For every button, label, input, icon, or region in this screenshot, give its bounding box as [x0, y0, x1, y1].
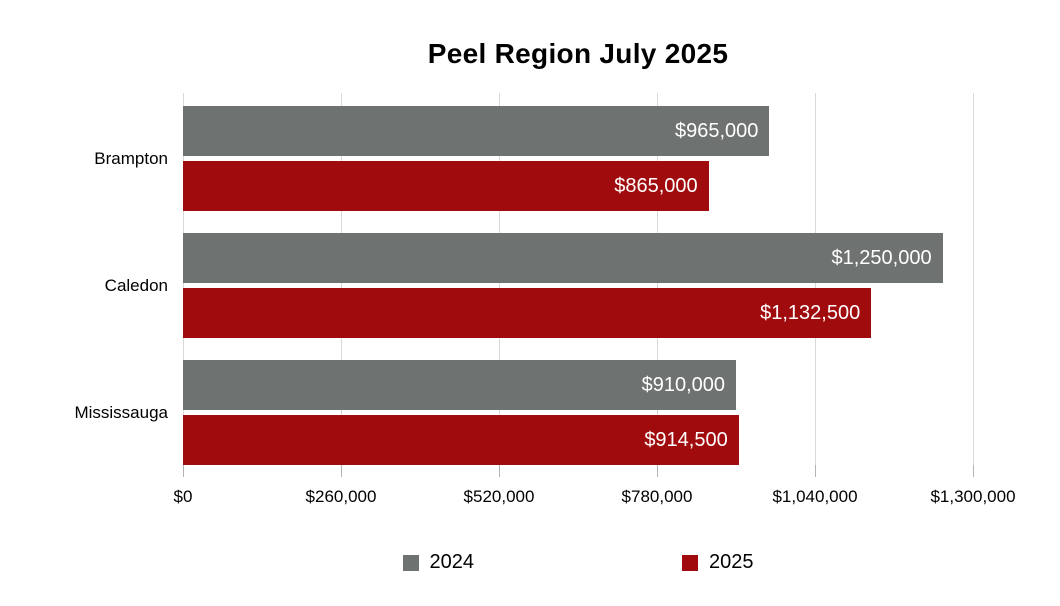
category-label-mississauga: Mississauga	[74, 402, 168, 422]
legend-swatch-icon	[682, 554, 698, 571]
category-label-brampton: Brampton	[94, 148, 168, 168]
bar-value-label: $865,000	[614, 174, 698, 197]
x-axis-tick	[183, 465, 184, 477]
bar-brampton-2024: $965,000	[183, 106, 770, 156]
x-axis-tick	[499, 465, 500, 477]
legend: 2024 2025	[183, 551, 973, 574]
x-axis-tick-label: $260,000	[305, 487, 377, 506]
x-axis-tick	[341, 465, 342, 477]
chart-title: Peel Region July 2025	[427, 38, 729, 69]
bar-value-label: $910,000	[641, 373, 725, 396]
x-axis-tick-label: $520,000	[463, 487, 535, 506]
legend-swatch-icon	[402, 554, 419, 571]
bar-caledon-2025: $1,132,500	[183, 288, 872, 338]
legend-item-2025: 2025	[682, 551, 754, 574]
legend-item-2024: 2024	[402, 551, 475, 574]
plot-area: $965,000 $865,000 $1,250,000 $1,132,500 $910…	[183, 93, 974, 477]
x-axis-tick-label: $1,040,000	[772, 487, 858, 506]
bar-mississauga-2024: $910,000	[183, 360, 736, 410]
bar-brampton-2025: $865,000	[183, 161, 709, 211]
x-axis-tick	[973, 465, 974, 477]
x-axis-tick-label: $780,000	[621, 487, 693, 506]
gridline	[973, 93, 974, 465]
legend-label: 2025	[709, 551, 754, 573]
bar-value-label: $914,500	[644, 428, 728, 451]
x-axis-tick	[815, 465, 816, 477]
x-axis-tick-label: $1,300,000	[930, 487, 1016, 506]
x-axis-tick-label: $0	[173, 487, 193, 506]
x-axis-tick	[657, 465, 658, 477]
bar-mississauga-2025: $914,500	[183, 415, 739, 465]
legend-label: 2024	[429, 551, 475, 573]
category-label-caledon: Caledon	[104, 275, 168, 295]
bar-value-label: $1,132,500	[760, 301, 861, 324]
bar-caledon-2024: $1,250,000	[183, 233, 943, 283]
bar-value-label: $965,000	[675, 119, 759, 142]
bar-value-label: $1,250,000	[831, 246, 932, 269]
